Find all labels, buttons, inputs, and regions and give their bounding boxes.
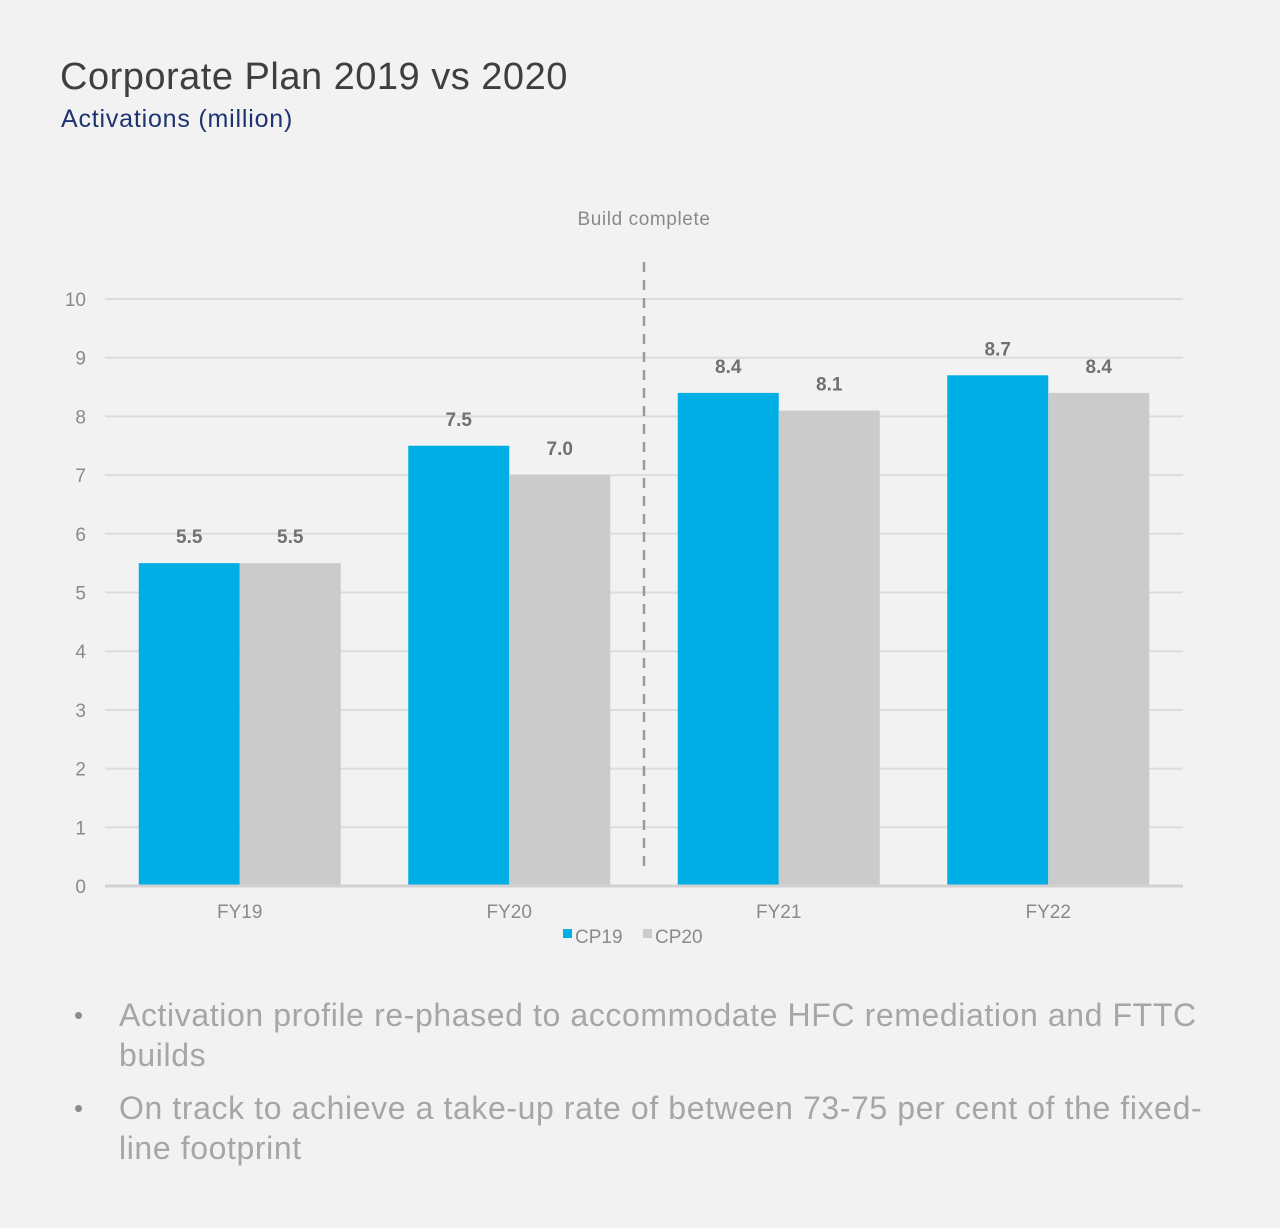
data-label: 8.1 xyxy=(816,375,843,396)
bullet-item: • On track to achieve a take-up rate of … xyxy=(70,1088,1220,1168)
bar-cp20-fy19 xyxy=(239,563,341,886)
y-tick-label: 7 xyxy=(75,466,86,487)
bullet-icon: • xyxy=(74,1000,84,1030)
x-tick-label: FY19 xyxy=(217,902,262,923)
bar-cp20-fy22 xyxy=(1048,392,1150,886)
data-label: 8.4 xyxy=(1086,357,1113,378)
data-label: 8.7 xyxy=(985,339,1011,360)
legend-swatch-cp20 xyxy=(643,929,652,938)
y-tick-label: 10 xyxy=(65,290,86,311)
bullet-text: Activation profile re-phased to accommod… xyxy=(119,997,1197,1073)
bar-cp19-fy21 xyxy=(677,392,779,886)
bar-cp19-fy19 xyxy=(138,563,240,886)
y-tick-label: 0 xyxy=(75,877,86,898)
x-tick-label: FY21 xyxy=(756,902,801,923)
annotation-label: Build complete xyxy=(577,209,710,230)
y-tick-label: 5 xyxy=(75,584,86,605)
bar-chart: 0 1 2 3 4 5 6 7 8 9 10 5.5 5.5 FY19 7.5 7.0 FY20 8.4 8.1 FY… xyxy=(65,209,1183,948)
chart-title: Corporate Plan 2019 vs 2020 xyxy=(60,56,568,98)
bar-cp20-fy20 xyxy=(509,475,611,886)
y-tick-label: 6 xyxy=(75,525,86,546)
y-tick-label: 8 xyxy=(75,407,86,428)
y-tick-label: 3 xyxy=(75,701,86,722)
x-tick-label: FY22 xyxy=(1026,902,1071,923)
legend-label: CP19 xyxy=(575,927,623,948)
chart-subtitle: Activations (million) xyxy=(61,105,294,133)
data-label: 8.4 xyxy=(715,357,742,378)
bullet-text: On track to achieve a take-up rate of be… xyxy=(119,1090,1203,1166)
data-label: 5.5 xyxy=(277,527,304,548)
data-label: 7.5 xyxy=(446,410,473,431)
data-label: 7.0 xyxy=(547,439,573,460)
data-label: 5.5 xyxy=(176,527,203,548)
y-tick-label: 2 xyxy=(75,760,86,781)
y-tick-label: 1 xyxy=(75,818,86,839)
y-tick-label: 9 xyxy=(75,349,86,370)
legend-label: CP20 xyxy=(655,927,703,948)
bar-cp19-fy20 xyxy=(408,445,510,886)
x-tick-label: FY20 xyxy=(487,902,532,923)
bullet-icon: • xyxy=(74,1093,84,1123)
bullet-item: • Activation profile re-phased to accomm… xyxy=(70,995,1220,1075)
legend-swatch-cp19 xyxy=(563,929,572,938)
bullet-list: • Activation profile re-phased to accomm… xyxy=(70,995,1220,1181)
bar-cp19-fy22 xyxy=(947,375,1049,886)
y-tick-label: 4 xyxy=(75,642,86,663)
bar-cp20-fy21 xyxy=(778,410,880,886)
